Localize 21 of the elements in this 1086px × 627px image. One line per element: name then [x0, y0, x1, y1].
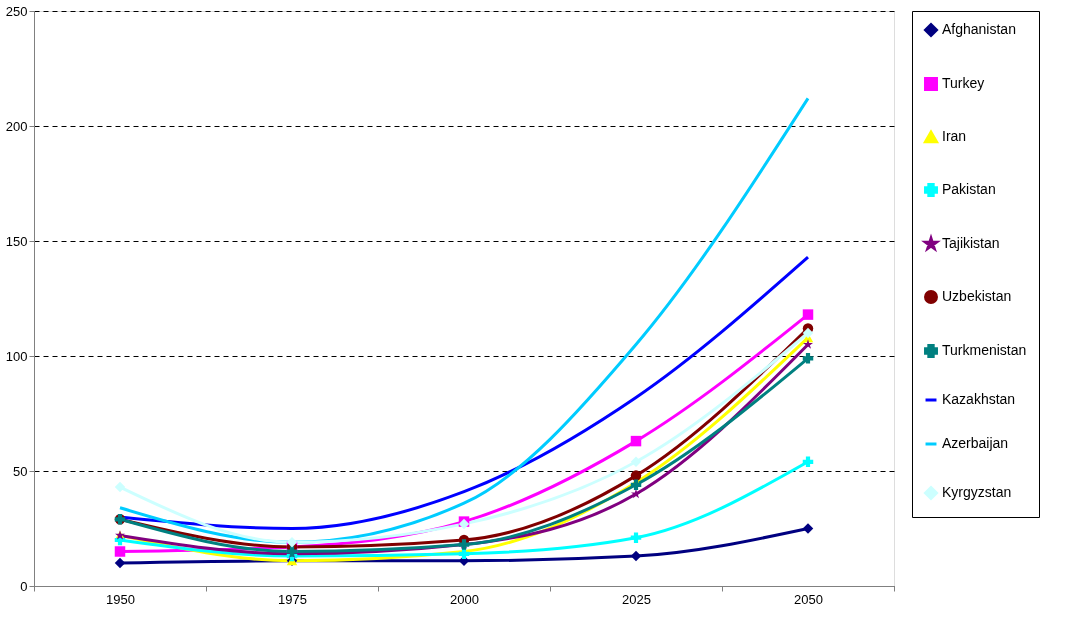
- legend-label: Kazakhstan: [942, 391, 1016, 407]
- legend-label: Turkmenistan: [942, 342, 1027, 358]
- legend-label: Tajikistan: [942, 235, 1000, 251]
- legend-label: Kyrgyzstan: [942, 484, 1012, 500]
- legend-label: Uzbekistan: [942, 288, 1012, 304]
- legend-label: Afghanistan: [942, 21, 1016, 37]
- legend-label: Turkey: [942, 75, 985, 91]
- x-tick-label: 1975: [278, 591, 307, 607]
- y-tick-label: 250: [5, 3, 28, 19]
- x-tick-label: 2050: [794, 591, 823, 607]
- y-tick-label: 50: [13, 463, 28, 479]
- y-tick-label: 0: [20, 578, 28, 594]
- legend-label: Iran: [942, 128, 967, 144]
- y-tick-label: 100: [5, 348, 28, 364]
- y-tick-label: 150: [5, 233, 28, 249]
- x-tick-label: 1950: [106, 591, 135, 607]
- y-tick-label: 200: [5, 118, 28, 134]
- legend-label: Pakistan: [942, 181, 996, 197]
- x-tick-label: 2000: [450, 591, 479, 607]
- x-tick-label: 2025: [622, 591, 651, 607]
- legend-label: Azerbaijan: [942, 435, 1009, 451]
